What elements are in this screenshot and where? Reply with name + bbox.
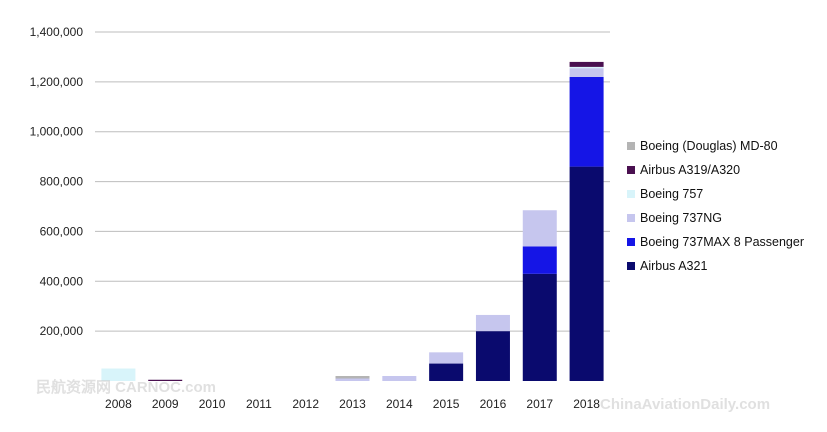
- y-tick-label: 1,200,000: [30, 75, 84, 89]
- bar-segment: [382, 376, 417, 381]
- x-tick-label: 2011: [246, 397, 272, 411]
- legend-entry: Boeing 737MAX 8 Passenger: [640, 235, 804, 249]
- bar-segment: [569, 66, 604, 69]
- bar-segment: [475, 331, 510, 381]
- x-tick-label: 2015: [433, 397, 460, 411]
- x-tick-label: 2008: [105, 397, 132, 411]
- y-axis-labels: 200,000 400,000 600,000 800,000 1,000,000 1,2…: [30, 25, 84, 338]
- x-tick-label: 2010: [199, 397, 226, 411]
- bar-segment: [569, 61, 604, 67]
- bar-segment: [335, 378, 370, 381]
- bar-segment: [101, 368, 136, 381]
- x-tick-label: 2013: [339, 397, 366, 411]
- x-tick-label: 2016: [480, 397, 507, 411]
- legend-entry: Airbus A321: [640, 259, 707, 273]
- bar-segment: [522, 273, 557, 381]
- legend-swatch: [627, 238, 635, 246]
- legend-swatch: [627, 262, 635, 270]
- bar-segment: [429, 363, 464, 381]
- watermark-right: ChinaAviationDaily.com: [600, 396, 770, 413]
- y-tick-label: 200,000: [40, 324, 84, 338]
- x-tick-label: 2017: [526, 397, 553, 411]
- bar-segment: [522, 246, 557, 274]
- watermarks: 民航资源网 CARNOC.com ChinaAviationDaily.com: [36, 378, 770, 413]
- legend-entry: Boeing 737NG: [640, 211, 722, 225]
- x-axis-labels: 2008 2009 2010 2011 2012 2013 2014 2015 2016 2017…: [105, 397, 600, 411]
- watermark-left: 民航资源网 CARNOC.com: [36, 378, 216, 396]
- bar-segment: [569, 68, 604, 77]
- bar-segment: [148, 379, 183, 381]
- y-tick-label: 1,000,000: [30, 125, 84, 139]
- legend-entry: Boeing 757: [640, 187, 703, 201]
- x-tick-label: 2014: [386, 397, 413, 411]
- bar-segment: [335, 376, 370, 379]
- grid: [95, 31, 610, 332]
- legend-swatch: [627, 142, 635, 150]
- bar-segment: [522, 210, 557, 247]
- legend: Boeing (Douglas) MD-80 Airbus A319/A320 Bo…: [627, 139, 804, 273]
- bar-segment: [569, 76, 604, 167]
- bar-segment: [429, 352, 464, 364]
- bars: [101, 61, 604, 381]
- bar-segment: [569, 166, 604, 381]
- x-tick-label: 2012: [292, 397, 319, 411]
- legend-swatch: [627, 214, 635, 222]
- legend-swatch: [627, 190, 635, 198]
- y-tick-label: 1,400,000: [30, 25, 84, 39]
- x-tick-label: 2009: [152, 397, 179, 411]
- legend-entry: Airbus A319/A320: [640, 163, 740, 177]
- y-tick-label: 400,000: [40, 274, 84, 288]
- y-tick-label: 800,000: [40, 175, 84, 189]
- bar-segment: [475, 314, 510, 332]
- y-tick-label: 600,000: [40, 224, 84, 238]
- legend-swatch: [627, 166, 635, 174]
- x-tick-label: 2018: [573, 397, 600, 411]
- legend-entry: Boeing (Douglas) MD-80: [640, 139, 778, 153]
